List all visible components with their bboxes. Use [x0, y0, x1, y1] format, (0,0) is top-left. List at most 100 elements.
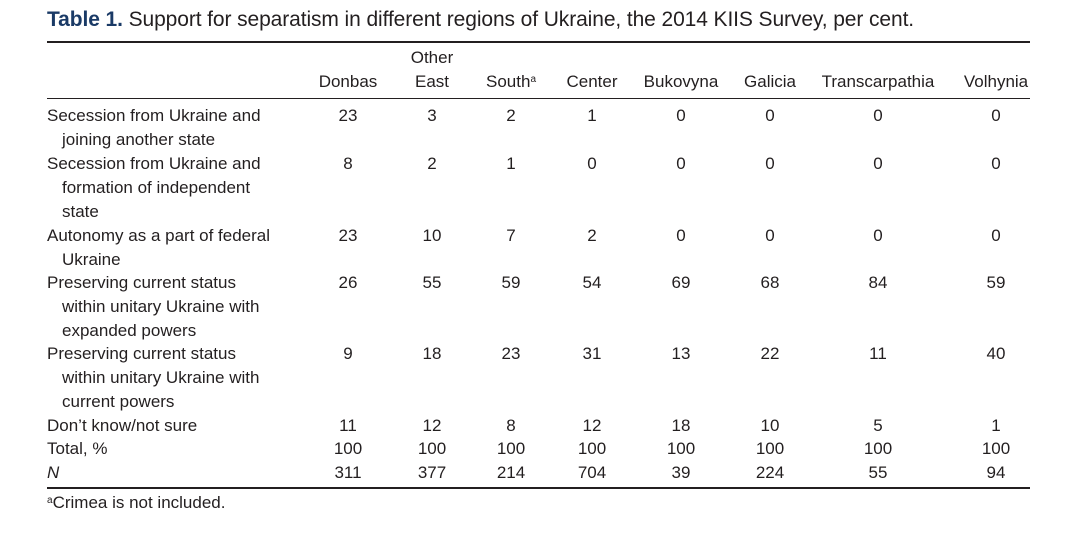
table-cell: 0 [873, 106, 883, 125]
table-cell: 0 [676, 154, 686, 173]
table-cell: 18 [671, 416, 691, 435]
table-cell: 8 [343, 154, 353, 173]
row-label-line: Don’t know/not sure [47, 416, 198, 435]
table-cell: 54 [582, 273, 602, 292]
table-cell: 214 [496, 463, 526, 482]
column-header-label: South [486, 72, 531, 91]
column-header: Bukovyna [611, 70, 751, 94]
table-cell: 0 [676, 106, 686, 125]
table-cell: 18 [422, 344, 442, 363]
table-cell: 55 [422, 273, 442, 292]
table-cell: 9 [343, 344, 353, 363]
column-header-label: Galicia [744, 72, 796, 91]
column-header: Southa [441, 70, 581, 94]
column-header-label: Bukovyna [643, 72, 719, 91]
table-cell: 1 [991, 416, 1001, 435]
row-label-line: Ukraine [62, 250, 121, 269]
row-label: N [47, 461, 59, 485]
table-cell: 31 [582, 344, 602, 363]
table-cell: 100 [666, 439, 696, 458]
column-header: East [362, 70, 502, 94]
row-label-line: formation of independent [62, 178, 251, 197]
row-label-line: current powers [62, 392, 175, 411]
table-cell: 100 [577, 439, 607, 458]
table-cell: 0 [765, 226, 775, 245]
table-cell: 0 [873, 154, 883, 173]
footnote-marker: a [530, 74, 536, 85]
table-cell: 12 [422, 416, 442, 435]
table-cell: 0 [765, 106, 775, 125]
table-cell: 59 [986, 273, 1006, 292]
table-cell: 2 [506, 106, 516, 125]
header-rule [47, 98, 1030, 99]
row-label: Preserving current status within unitary … [47, 271, 259, 343]
column-header: Galicia [700, 70, 840, 94]
table-cell: 100 [863, 439, 893, 458]
table-cell: 22 [760, 344, 780, 363]
table-cell: 0 [765, 154, 775, 173]
column-header-label: East [414, 72, 450, 91]
row-label-line: Total, % [47, 439, 108, 458]
row-label-line: N [47, 463, 60, 482]
table-cell: 10 [760, 416, 780, 435]
table-cell: 2 [427, 154, 437, 173]
table-cell: 39 [671, 463, 691, 482]
row-label: Don’t know/not sure [47, 414, 197, 438]
table-cell: 68 [760, 273, 780, 292]
row-label: Secession from Ukraine and joining anothe… [47, 104, 261, 152]
footnote-text: Crimea is not included. [52, 493, 226, 512]
row-label: Total, % [47, 437, 107, 461]
row-label-line: state [62, 202, 99, 221]
table-cell: 0 [991, 106, 1001, 125]
table-cell: 69 [671, 273, 691, 292]
bottom-rule [47, 487, 1030, 489]
footnote-marker: a [47, 495, 53, 506]
table-cell: 5 [873, 416, 883, 435]
column-header-label: Donbas [318, 72, 378, 91]
table-cell: 0 [676, 226, 686, 245]
table-cell: 100 [981, 439, 1011, 458]
table-cell: 1 [587, 106, 597, 125]
table-cell: 55 [868, 463, 888, 482]
table-cell: 704 [577, 463, 607, 482]
table-cell: 26 [338, 273, 358, 292]
row-label-line: within unitary Ukraine with [62, 297, 260, 316]
row-label-line: expanded powers [62, 321, 197, 340]
table-cell: 40 [986, 344, 1006, 363]
row-label-line: Secession from Ukraine and [47, 106, 261, 125]
table-cell: 10 [422, 226, 442, 245]
table-footnote: aCrimea is not included. [47, 491, 225, 515]
row-label-line: Preserving current status [47, 344, 236, 363]
table-cell: 377 [417, 463, 447, 482]
column-header-label: Volhynia [963, 72, 1029, 91]
table-cell: 11 [869, 344, 887, 363]
table-cell: 100 [417, 439, 447, 458]
column-header-label: Center [566, 72, 618, 91]
table-caption: Table 1. Support for separatism in diffe… [47, 8, 914, 32]
table-cell: 11 [339, 416, 357, 435]
table-number: Table 1. [47, 8, 123, 31]
table-cell: 12 [582, 416, 602, 435]
row-label-line: Autonomy as a part of federal [47, 226, 271, 245]
table-cell: 0 [991, 154, 1001, 173]
table-cell: 1 [506, 154, 516, 173]
row-label: Autonomy as a part of federal Ukraine [47, 224, 270, 272]
table-cell: 0 [873, 226, 883, 245]
row-label: Secession from Ukraine and formation of i… [47, 152, 261, 224]
table-cell: 0 [587, 154, 597, 173]
table-cell: 2 [587, 226, 597, 245]
table-cell: 100 [333, 439, 363, 458]
table-cell: 23 [338, 106, 358, 125]
column-header-line1: Other [410, 48, 454, 67]
table-cell: 3 [427, 106, 437, 125]
row-label-line: Preserving current status [47, 273, 236, 292]
table-cell: 100 [755, 439, 785, 458]
table-cell: 224 [755, 463, 785, 482]
table-cell: 59 [501, 273, 521, 292]
table-cell: 84 [868, 273, 888, 292]
row-label-line: joining another state [62, 130, 216, 149]
column-header: Volhynia [926, 70, 1065, 94]
table-cell: 100 [496, 439, 526, 458]
column-header: Center [522, 70, 662, 94]
